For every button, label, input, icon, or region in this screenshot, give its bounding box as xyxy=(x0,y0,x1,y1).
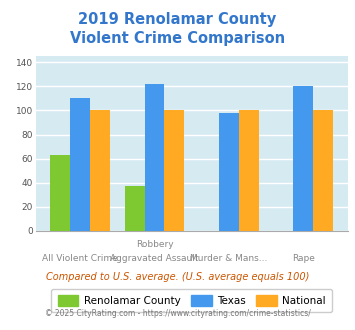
Text: Aggravated Assault: Aggravated Assault xyxy=(110,254,199,263)
Text: © 2025 CityRating.com - https://www.cityrating.com/crime-statistics/: © 2025 CityRating.com - https://www.city… xyxy=(45,309,310,317)
Text: Rape: Rape xyxy=(292,254,315,263)
Bar xyxy=(125,186,144,231)
Bar xyxy=(313,110,333,231)
Text: 2019 Renolamar County: 2019 Renolamar County xyxy=(78,12,277,26)
Bar xyxy=(293,86,313,231)
Bar xyxy=(239,110,259,231)
Text: Murder & Mans...: Murder & Mans... xyxy=(190,254,268,263)
Text: Compared to U.S. average. (U.S. average equals 100): Compared to U.S. average. (U.S. average … xyxy=(46,272,309,282)
Legend: Renolamar County, Texas, National: Renolamar County, Texas, National xyxy=(51,289,332,312)
Bar xyxy=(70,98,90,231)
Bar xyxy=(90,110,110,231)
Bar xyxy=(219,113,239,231)
Bar xyxy=(50,155,70,231)
Bar xyxy=(164,110,184,231)
Bar xyxy=(144,84,164,231)
Text: All Violent Crime: All Violent Crime xyxy=(42,254,118,263)
Text: Robbery: Robbery xyxy=(136,240,173,249)
Text: Violent Crime Comparison: Violent Crime Comparison xyxy=(70,31,285,46)
